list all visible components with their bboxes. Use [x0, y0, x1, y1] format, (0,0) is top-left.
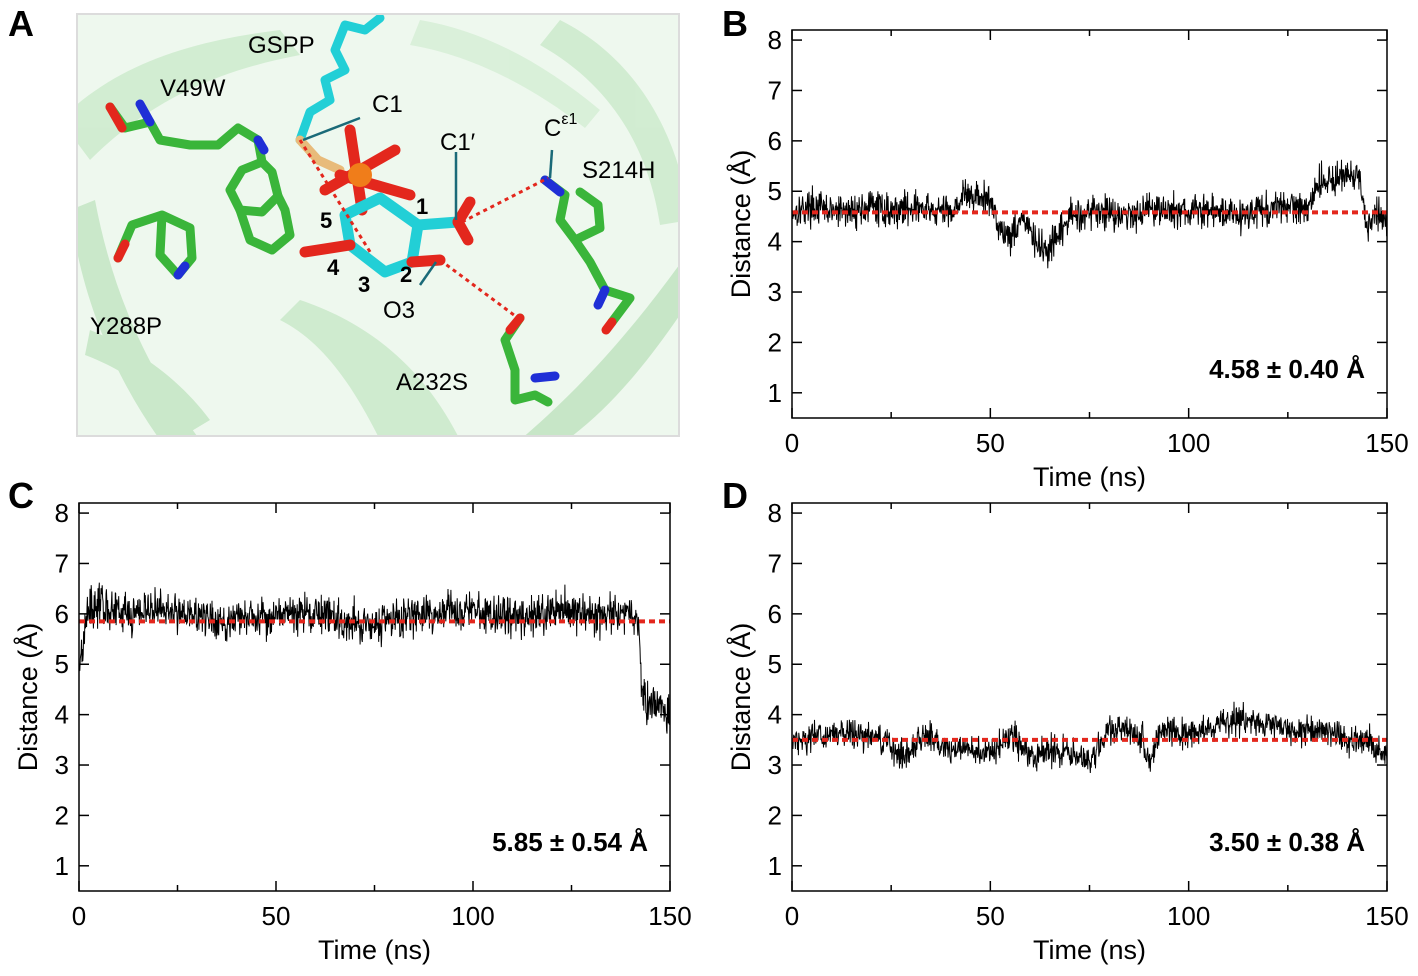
- panel-b-chart: B 0 50 100 150 1 2 3 4 5 6 7 8 Time (ns) Distance (Å)…: [722, 3, 1409, 492]
- x-axis-label-b: Time (ns): [1033, 462, 1146, 492]
- x-tick-label: 0: [72, 901, 86, 931]
- ring-number-labels: 1 2 3 4 5: [320, 194, 428, 297]
- x-tick-label: 50: [976, 428, 1005, 458]
- ring-number-4: 4: [327, 255, 340, 280]
- x-tick-label: 100: [451, 901, 494, 931]
- structure-frame: [76, 13, 680, 437]
- y-tick-label: 5: [768, 649, 782, 679]
- x-tick-label: 50: [976, 901, 1005, 931]
- y-tick-label: 7: [55, 548, 69, 578]
- y-tick-label: 7: [768, 548, 782, 578]
- residue-v49w: [105, 99, 295, 255]
- y-tick-label: 2: [55, 800, 69, 830]
- y-tick-label: 1: [768, 378, 782, 408]
- panel-letter-a: A: [8, 3, 34, 44]
- mean-annotation-b: 4.58 ± 0.40 Å: [1209, 354, 1365, 384]
- ring-number-3: 3: [358, 272, 370, 297]
- y-tick-label: 2: [768, 327, 782, 357]
- x-tick-label: 0: [785, 428, 799, 458]
- y-axis-label-d: Distance (Å): [725, 623, 756, 772]
- y-tick-label: 8: [768, 498, 782, 528]
- label-y288p: Y288P: [90, 313, 162, 340]
- panel-a-structure: A: [8, 3, 680, 437]
- residue-a232s: [500, 313, 560, 407]
- protein-cartoon: [77, 20, 679, 436]
- y-tick-label: 8: [768, 25, 782, 55]
- ligand-ring: [299, 192, 476, 278]
- x-tick-label: 100: [1167, 901, 1210, 931]
- panel-c-chart: C 0 50 100 150 1 2 3 4 5 6 7 8 Time (ns) Distance (Å)…: [8, 475, 692, 965]
- panel-d-chart: D 0 50 100 150 1 2 3 4 5 6 7 8 Time (ns) Distance (Å)…: [722, 475, 1409, 965]
- contact-lines: [298, 139, 549, 320]
- y-tick-label: 3: [768, 277, 782, 307]
- phosphate-group: [319, 124, 416, 216]
- x-tick-label: 50: [262, 901, 291, 931]
- y-tick-label: 3: [768, 750, 782, 780]
- label-ce1: Cε1: [544, 111, 577, 142]
- distance-trace-d: [792, 701, 1387, 774]
- structure-labels: GSPP C1 V49W C1′ Cε1 S214H Y288P O3 A232…: [90, 32, 655, 396]
- ring-number-5: 5: [320, 208, 332, 233]
- ring-number-1: 1: [416, 194, 428, 219]
- ligand-gspp: [295, 14, 385, 175]
- label-o3: O3: [383, 297, 415, 324]
- distance-trace-c: [79, 582, 670, 734]
- y-axis-label-b: Distance (Å): [725, 150, 756, 299]
- panel-letter-c: C: [8, 475, 34, 516]
- pointer-arrows: [302, 116, 554, 286]
- y-tick-label: 5: [55, 649, 69, 679]
- x-tick-label: 150: [1365, 901, 1408, 931]
- mean-annotation-d: 3.50 ± 0.38 Å: [1209, 827, 1365, 857]
- label-v49w: V49W: [160, 75, 226, 102]
- y-tick-label: 4: [768, 700, 782, 730]
- distance-trace-b: [792, 159, 1387, 269]
- y-tick-label: 4: [768, 227, 782, 257]
- y-tick-label: 4: [55, 700, 69, 730]
- label-c1prime: C1′: [440, 129, 476, 156]
- panel-letter-d: D: [722, 475, 748, 516]
- y-tick-label: 6: [768, 126, 782, 156]
- mean-annotation-c: 5.85 ± 0.54 Å: [492, 827, 648, 857]
- y-tick-label: 1: [768, 851, 782, 881]
- y-tick-label: 5: [768, 176, 782, 206]
- y-tick-label: 7: [768, 75, 782, 105]
- residue-y288p: [113, 210, 197, 280]
- y-tick-label: 3: [55, 750, 69, 780]
- y-tick-label: 6: [55, 599, 69, 629]
- x-axis-label-d: Time (ns): [1033, 935, 1146, 965]
- x-axis-label-c: Time (ns): [318, 935, 431, 965]
- x-tick-label: 150: [648, 901, 691, 931]
- panel-letter-b: B: [722, 3, 748, 44]
- y-tick-label: 1: [55, 851, 69, 881]
- x-tick-label: 100: [1167, 428, 1210, 458]
- label-c1: C1: [372, 91, 403, 118]
- y-tick-label: 2: [768, 800, 782, 830]
- y-axis-label-c: Distance (Å): [12, 623, 43, 772]
- label-s214h: S214H: [582, 157, 655, 184]
- x-tick-label: 150: [1365, 428, 1408, 458]
- label-a232s: A232S: [396, 369, 468, 396]
- y-tick-label: 8: [55, 498, 69, 528]
- x-tick-label: 0: [785, 901, 799, 931]
- ring-number-2: 2: [400, 262, 412, 287]
- label-gspp: GSPP: [248, 32, 315, 59]
- residue-s214h: [540, 175, 635, 335]
- y-tick-label: 6: [768, 599, 782, 629]
